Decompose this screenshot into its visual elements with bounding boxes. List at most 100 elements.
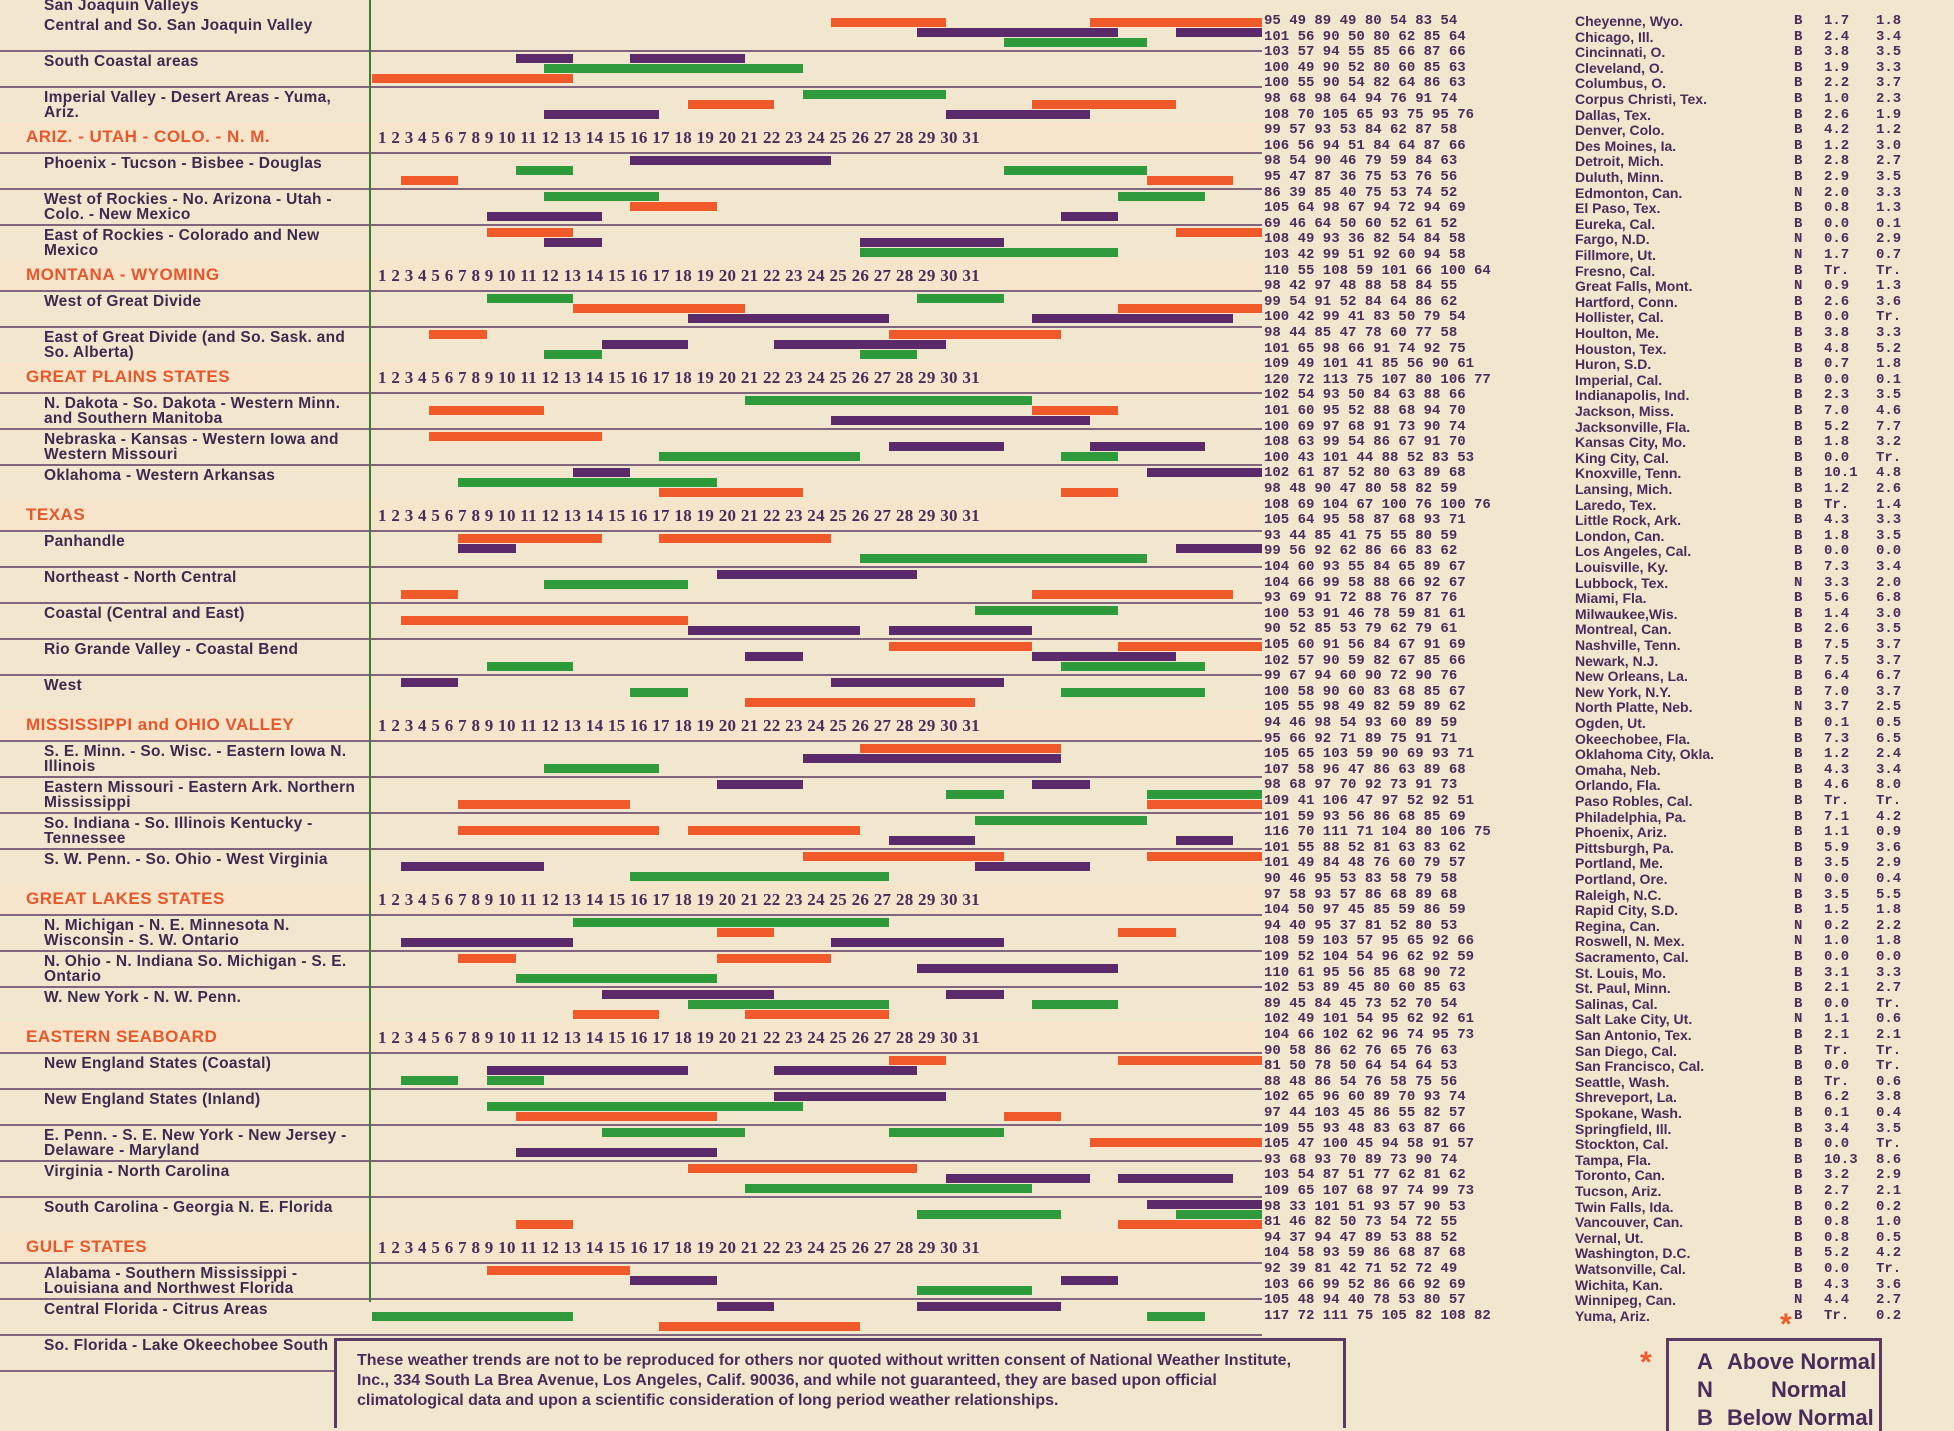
trend-bar bbox=[659, 534, 832, 543]
temperature-values: 117 72 111 75 105 82 108 82 bbox=[1264, 1307, 1491, 1324]
city-row: 69 46 64 50 60 52 61 52 Eureka, Cal. B 0.0 0… bbox=[1264, 216, 1901, 233]
precip-normal: 1.8 bbox=[1876, 902, 1902, 919]
precip-normal: 5.2 bbox=[1876, 340, 1902, 357]
precip-actual: 5.2 bbox=[1824, 418, 1850, 435]
region-label: Central Florida - Citrus Areas bbox=[44, 1301, 268, 1318]
trend-bar bbox=[1118, 1138, 1262, 1147]
precip-normal: 4.2 bbox=[1876, 1245, 1902, 1262]
trend-bar bbox=[1061, 212, 1119, 221]
city-name: St. Paul, Minn. bbox=[1575, 980, 1671, 997]
precip-normal: 2.7 bbox=[1876, 153, 1902, 170]
precip-actual: Tr. bbox=[1824, 1042, 1850, 1059]
section-title: TEXAS bbox=[26, 505, 86, 524]
precip-actual: 1.0 bbox=[1824, 91, 1850, 107]
trend-bar bbox=[601, 616, 688, 625]
trend-bar bbox=[1147, 800, 1262, 809]
trend-code: B bbox=[1794, 169, 1803, 185]
city-row: 93 68 93 70 89 73 90 74 Tampa, Fla. B 10.3 8… bbox=[1264, 1152, 1901, 1169]
city-row: 104 66 102 62 96 74 95 73 San Antonio, Te… bbox=[1264, 1027, 1901, 1044]
precip-actual: 7.3 bbox=[1824, 730, 1850, 747]
city-name: Dallas, Tex. bbox=[1575, 106, 1652, 123]
temperature-values: 101 60 95 52 88 68 94 70 bbox=[1264, 403, 1466, 419]
temperature-values: 102 49 101 54 95 62 92 61 bbox=[1264, 1011, 1475, 1028]
legend-asterisk-top: * bbox=[1780, 1308, 1792, 1341]
trend-code: B bbox=[1794, 605, 1803, 622]
precip-normal: 1.9 bbox=[1876, 106, 1902, 123]
region-label: East of Great Divide (and So. Sask. and … bbox=[44, 329, 346, 361]
city-name: El Paso, Tex. bbox=[1575, 200, 1661, 217]
temperature-values: 108 59 103 57 95 65 92 66 bbox=[1264, 933, 1475, 950]
temperature-values: 105 60 91 56 84 67 91 69 bbox=[1264, 637, 1466, 653]
trend-code: B bbox=[1794, 886, 1803, 903]
section-header bbox=[0, 710, 1262, 740]
trend-code: B bbox=[1794, 91, 1803, 107]
trend-code: B bbox=[1794, 59, 1803, 76]
legend-code-normal: N bbox=[1697, 1377, 1713, 1402]
precip-normal: 0.5 bbox=[1876, 1229, 1902, 1246]
trend-bar bbox=[630, 688, 688, 697]
city-name: Spokane, Wash. bbox=[1575, 1105, 1682, 1121]
city-name: Hollister, Cal. bbox=[1575, 309, 1664, 326]
precip-normal: Tr. bbox=[1876, 262, 1902, 279]
trend-bar bbox=[458, 544, 516, 553]
temperature-values: 109 49 101 41 85 56 90 61 bbox=[1264, 356, 1475, 373]
precip-normal: 0.7 bbox=[1876, 247, 1902, 263]
city-row: 108 69 104 67 100 76 100 76 Laredo, Tex. B… bbox=[1264, 496, 1901, 514]
trend-code: B bbox=[1794, 824, 1803, 841]
region-label: Nebraska - Kansas - Western Iowa and Wes… bbox=[44, 431, 339, 463]
trend-bar bbox=[400, 616, 602, 625]
precip-actual: 3.5 bbox=[1824, 886, 1850, 903]
trend-bar bbox=[1118, 928, 1176, 937]
city-name: Winnipeg, Can. bbox=[1575, 1292, 1676, 1309]
trend-bar bbox=[400, 678, 459, 687]
temperature-values: 100 42 99 41 83 50 79 54 bbox=[1264, 309, 1466, 326]
precip-normal: 4.6 bbox=[1876, 403, 1902, 419]
row-divider bbox=[0, 326, 1262, 328]
trend-code: B bbox=[1794, 28, 1803, 45]
city-row: 104 66 99 58 88 66 92 67 Lubbock, Tex. N 3.… bbox=[1264, 574, 1901, 592]
city-name: Louisville, Ky. bbox=[1575, 559, 1669, 575]
precip-actual: 7.0 bbox=[1824, 683, 1850, 700]
trend-bar bbox=[716, 1302, 774, 1311]
temperature-values: 93 69 91 72 88 76 87 76 bbox=[1264, 590, 1458, 607]
trend-bar bbox=[831, 938, 1004, 947]
trend-code: B bbox=[1794, 590, 1803, 607]
city-row: 93 44 85 41 75 55 80 59 London, Can. B 1.8 3… bbox=[1264, 528, 1901, 545]
temperature-values: 95 66 92 71 89 75 91 71 bbox=[1264, 730, 1458, 747]
row-divider bbox=[0, 602, 1262, 604]
temperature-values: 106 56 94 51 84 64 87 66 bbox=[1264, 137, 1466, 154]
trend-bar bbox=[888, 442, 1004, 451]
trend-code: B bbox=[1794, 730, 1803, 747]
trend-bar bbox=[1175, 836, 1234, 845]
trend-bar bbox=[946, 416, 1090, 425]
city-name: Fresno, Cal. bbox=[1575, 262, 1656, 279]
trend-code: B bbox=[1794, 1027, 1803, 1043]
trend-bar bbox=[687, 1000, 889, 1009]
precip-actual: 1.2 bbox=[1824, 746, 1850, 763]
trend-bar bbox=[1003, 1112, 1062, 1121]
city-name: Wichita, Kan. bbox=[1575, 1276, 1663, 1293]
trend-bar bbox=[458, 478, 631, 487]
trend-code: B bbox=[1794, 855, 1803, 872]
trend-bar bbox=[458, 954, 516, 963]
city-name: Newark, N.J. bbox=[1575, 652, 1659, 669]
city-name: Imperial, Cal. bbox=[1575, 371, 1663, 388]
trend-bar bbox=[745, 652, 803, 661]
row-divider bbox=[0, 812, 1262, 814]
city-row: 102 54 93 50 84 63 88 66 Indianapolis, In… bbox=[1264, 388, 1901, 404]
temperature-values: 99 57 93 53 84 62 87 58 bbox=[1264, 122, 1458, 139]
precip-actual: 5.9 bbox=[1824, 839, 1850, 856]
city-name: Lubbock, Tex. bbox=[1575, 574, 1669, 591]
city-name: Watsonville, Cal. bbox=[1575, 1261, 1686, 1277]
trend-bar bbox=[515, 1112, 717, 1121]
trend-bar bbox=[1061, 1276, 1119, 1285]
city-row: 100 43 101 44 88 52 83 53 King City, Cal.… bbox=[1264, 450, 1901, 467]
trend-code: B bbox=[1794, 496, 1803, 513]
precip-normal: 1.8 bbox=[1876, 933, 1902, 950]
trend-bar bbox=[372, 1312, 573, 1321]
trend-bar bbox=[1061, 452, 1119, 461]
precip-normal: Tr. bbox=[1876, 1261, 1902, 1277]
row-divider bbox=[0, 152, 1262, 154]
precip-actual: 0.0 bbox=[1824, 1058, 1850, 1075]
trend-code: B bbox=[1794, 371, 1803, 388]
